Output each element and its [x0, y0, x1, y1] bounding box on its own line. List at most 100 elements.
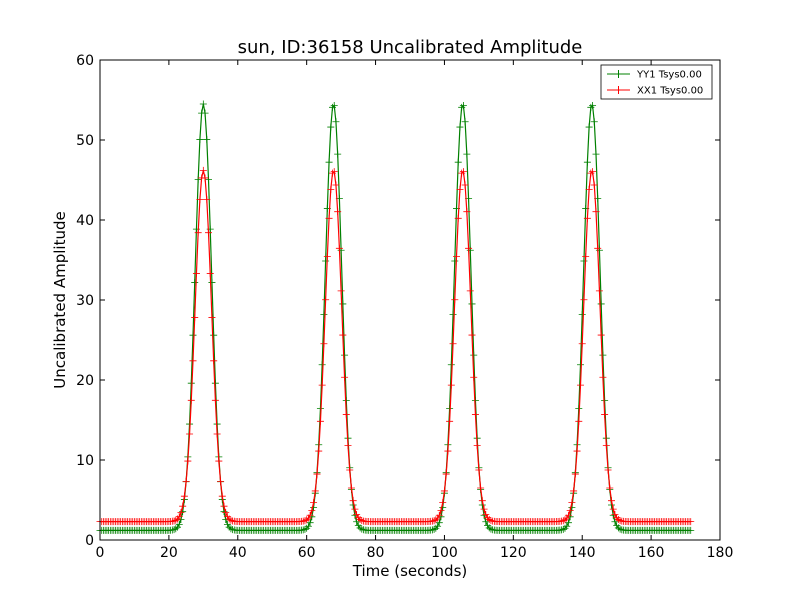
data-point	[461, 118, 469, 126]
data-point	[456, 123, 464, 131]
data-point	[473, 442, 481, 450]
data-point	[468, 331, 476, 339]
x-tick-label: 80	[367, 545, 385, 561]
legend: YY1 Tsys0.00 XX1 Tsys0.00	[600, 64, 713, 100]
data-point	[471, 411, 479, 419]
y-tick-label: 10	[76, 453, 94, 469]
data-point	[602, 442, 610, 450]
data-point	[590, 118, 598, 126]
y-axis-label: Uncalibrated Amplitude	[51, 211, 69, 388]
chart-title: sun, ID:36158 Uncalibrated Amplitude	[238, 37, 583, 58]
data-point	[191, 313, 199, 321]
data-point	[344, 442, 352, 450]
data-point	[616, 525, 624, 533]
data-point	[196, 196, 204, 204]
data-point	[168, 526, 176, 534]
data-point	[451, 296, 459, 304]
data-point	[206, 269, 214, 277]
data-point	[184, 457, 192, 465]
legend-marker-yy1	[614, 70, 623, 78]
y-tick-label: 60	[76, 53, 94, 69]
data-point	[435, 511, 443, 519]
data-point	[332, 181, 340, 189]
data-point	[174, 523, 181, 531]
data-point	[220, 502, 228, 510]
data-point	[613, 514, 621, 522]
data-point	[687, 518, 695, 526]
data-point	[223, 520, 231, 528]
data-point	[597, 331, 605, 339]
data-point	[211, 396, 219, 404]
y-tick-label: 20	[76, 373, 94, 389]
data-point	[329, 169, 336, 177]
data-point	[482, 510, 490, 518]
x-tick-label: 20	[160, 545, 178, 561]
data-point	[358, 517, 366, 525]
data-point	[210, 331, 218, 339]
data-point	[465, 244, 473, 252]
data-point	[484, 514, 491, 522]
data-point	[571, 470, 579, 478]
data-point	[222, 509, 230, 517]
data-point	[587, 169, 595, 177]
data-point	[189, 357, 197, 365]
data-point	[459, 101, 467, 109]
data-point	[330, 101, 338, 109]
data-point	[564, 511, 572, 519]
data-point	[306, 519, 314, 527]
data-point	[194, 229, 202, 237]
data-point	[463, 150, 471, 158]
data-point	[327, 123, 335, 131]
data-point	[606, 484, 614, 492]
data-point	[201, 109, 209, 117]
data-point	[306, 511, 314, 519]
data-point	[337, 287, 345, 295]
data-point	[304, 514, 312, 522]
legend-entry-yy1: YY1 Tsys0.00	[607, 70, 702, 81]
data-point	[356, 516, 364, 524]
data-point	[439, 499, 447, 507]
data-point	[587, 103, 595, 111]
data-point	[599, 373, 607, 381]
data-point	[475, 466, 483, 474]
data-point	[303, 516, 311, 524]
data-point	[227, 516, 235, 524]
data-point	[325, 214, 333, 222]
data-point	[327, 185, 335, 193]
legend-label-yy1: YY1 Tsys0.00	[636, 70, 702, 81]
data-point	[558, 517, 566, 525]
data-point	[189, 331, 197, 339]
x-tick-label: 160	[638, 545, 665, 561]
data-point	[485, 516, 493, 524]
data-point	[311, 487, 319, 495]
data-point	[218, 492, 226, 500]
axes-background	[100, 60, 720, 540]
data-point	[316, 417, 324, 425]
data-point	[614, 524, 622, 532]
ticks-layer: 0 20 40 60 80 100 120 140 160 180 0 10 20 30 40 50 60	[76, 53, 733, 561]
data-point	[466, 287, 474, 295]
data-point	[601, 411, 609, 419]
data-point	[322, 296, 330, 304]
data-point	[568, 499, 576, 507]
data-point	[430, 525, 438, 533]
data-point	[594, 244, 602, 252]
data-point	[487, 517, 495, 525]
x-tick-label: 180	[707, 545, 734, 561]
data-point	[578, 311, 586, 318]
data-point	[201, 174, 209, 182]
data-point	[595, 287, 603, 295]
data-point	[477, 484, 485, 492]
data-point	[177, 509, 185, 517]
data-point	[320, 340, 328, 348]
data-point	[616, 517, 624, 525]
data-point	[334, 150, 342, 158]
data-point	[470, 351, 478, 359]
data-point	[459, 168, 467, 176]
data-point	[447, 381, 455, 389]
data-point	[179, 502, 187, 510]
data-point	[304, 522, 312, 530]
data-point	[609, 505, 617, 513]
data-point	[203, 135, 211, 143]
data-point	[478, 497, 486, 505]
